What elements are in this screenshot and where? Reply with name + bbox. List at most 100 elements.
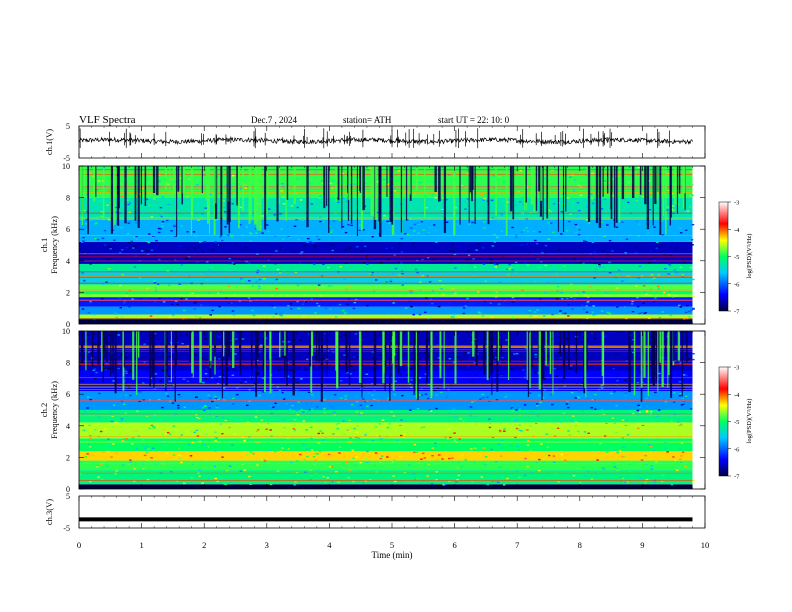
spectrogram-speckle xyxy=(406,219,409,221)
spectrogram-speckle xyxy=(339,380,343,382)
spectrogram-speckle xyxy=(246,421,250,424)
spectrogram-speckle xyxy=(511,226,514,229)
spectrogram-speckle xyxy=(642,302,645,305)
spectrogram-speckle xyxy=(418,313,422,316)
spectrogram-speckle xyxy=(289,339,293,341)
spectrogram-speckle xyxy=(656,287,659,289)
spectrogram-speckle xyxy=(550,370,554,373)
spectrogram-speckle xyxy=(615,376,618,378)
spectrogram-speckle xyxy=(278,272,282,274)
spectrogram-speckle xyxy=(241,338,245,340)
spectrogram-speckle xyxy=(203,174,206,176)
spectrogram-narrowband-line xyxy=(79,289,693,291)
spectrogram-speckle xyxy=(361,482,365,485)
spectrogram-speckle xyxy=(214,241,218,243)
spectrogram-speckle xyxy=(331,406,334,408)
spectrogram-speckle xyxy=(291,307,295,309)
spectrogram-streak xyxy=(337,166,340,201)
spectrogram-speckle xyxy=(393,190,397,192)
spectrogram-speckle xyxy=(167,209,170,211)
spectrogram-speckle xyxy=(96,174,99,177)
spectrogram-speckle xyxy=(275,358,278,360)
spectrogram-speckle xyxy=(417,223,421,225)
spectrogram-band xyxy=(79,318,693,324)
spectrogram-speckle xyxy=(348,419,351,422)
spectrogram-speckle xyxy=(319,220,322,223)
spectrogram-speckle xyxy=(495,291,499,293)
spectrogram-speckle xyxy=(549,393,553,396)
spectrogram-speckle xyxy=(460,203,464,205)
spectrogram-speckle xyxy=(413,451,416,454)
spectrogram-speckle xyxy=(272,359,276,361)
spectrogram-streak xyxy=(170,331,172,383)
spectrogram-speckle xyxy=(451,457,454,459)
spectrogram-speckle xyxy=(542,192,546,194)
spectrogram-speckle xyxy=(572,189,576,192)
spectrogram-streak xyxy=(409,166,411,195)
spectrogram-speckle xyxy=(388,423,391,425)
spectrogram-speckle xyxy=(514,261,518,264)
spectrogram-speckle xyxy=(178,436,181,439)
spectrogram-speckle xyxy=(201,250,204,253)
spectrogram-speckle xyxy=(528,392,532,394)
spectrogram-streak xyxy=(153,331,155,389)
spectrogram-speckle xyxy=(608,271,612,274)
spectrogram-speckle xyxy=(115,384,119,386)
spectrogram-speckle xyxy=(118,297,121,299)
spectrogram-speckle xyxy=(418,394,422,396)
spectrogram-speckle xyxy=(99,430,103,433)
spectrogram-speckle xyxy=(322,286,325,288)
spectrogram-speckle xyxy=(323,333,326,335)
spectrogram-streak xyxy=(407,331,410,383)
spectrogram-speckle xyxy=(93,333,96,335)
spectrogram-speckle xyxy=(602,258,605,260)
spectrogram-speckle xyxy=(498,336,502,339)
spectrogram-speckle xyxy=(481,196,484,199)
spectrogram-speckle xyxy=(569,176,572,178)
spectrogram-speckle xyxy=(275,250,278,252)
spectrogram-speckle xyxy=(149,315,153,317)
spectrogram-speckle xyxy=(373,465,376,467)
spectrogram-speckle xyxy=(683,341,686,343)
spectrogram-speckle xyxy=(678,381,682,383)
spectrogram-speckle xyxy=(167,342,171,344)
spectrogram-speckle xyxy=(296,440,299,443)
spectrogram-streak xyxy=(362,166,365,211)
spectrogram-speckle xyxy=(638,406,642,408)
spectrogram-speckle xyxy=(438,279,442,282)
spectrogram-speckle xyxy=(635,285,638,287)
spectrogram-speckle xyxy=(449,436,452,439)
spectrogram-speckle xyxy=(452,361,456,364)
spectrogram-speckle xyxy=(120,196,124,198)
spectrogram-speckle xyxy=(635,220,638,223)
spectrogram-speckle xyxy=(319,430,322,432)
spectrogram-speckle xyxy=(488,418,491,420)
spectrogram-streak xyxy=(686,331,688,363)
spectrogram-speckle xyxy=(557,351,560,353)
spectrogram-speckle xyxy=(589,286,592,288)
spectrogram-speckle xyxy=(221,239,224,242)
spectrogram-streak xyxy=(114,331,117,394)
spectrogram-speckle xyxy=(278,281,282,283)
spectrogram-streak xyxy=(512,166,515,220)
spectrogram-streak xyxy=(391,166,394,225)
spectrogram-speckle xyxy=(400,419,403,421)
spectrogram-speckle xyxy=(477,311,481,313)
spectrogram-speckle xyxy=(390,357,393,359)
spectrogram-speckle xyxy=(207,292,211,294)
spectrogram-speckle xyxy=(528,255,531,258)
spectrogram-speckle xyxy=(302,411,305,413)
spectrogram-speckle xyxy=(435,292,439,295)
spectrogram-speckle xyxy=(144,257,148,259)
spectrogram-speckle xyxy=(408,464,411,466)
spectrogram-speckle xyxy=(600,310,604,312)
spectrogram-speckle xyxy=(117,367,120,370)
spectrogram-speckle xyxy=(426,397,430,400)
spectrogram-speckle xyxy=(622,206,626,209)
spectrogram-speckle xyxy=(130,240,134,243)
spectrogram-speckle xyxy=(251,175,254,177)
spectrogram-speckle xyxy=(305,429,308,431)
spectrogram-speckle xyxy=(573,258,576,260)
spectrogram-speckle xyxy=(533,280,537,283)
